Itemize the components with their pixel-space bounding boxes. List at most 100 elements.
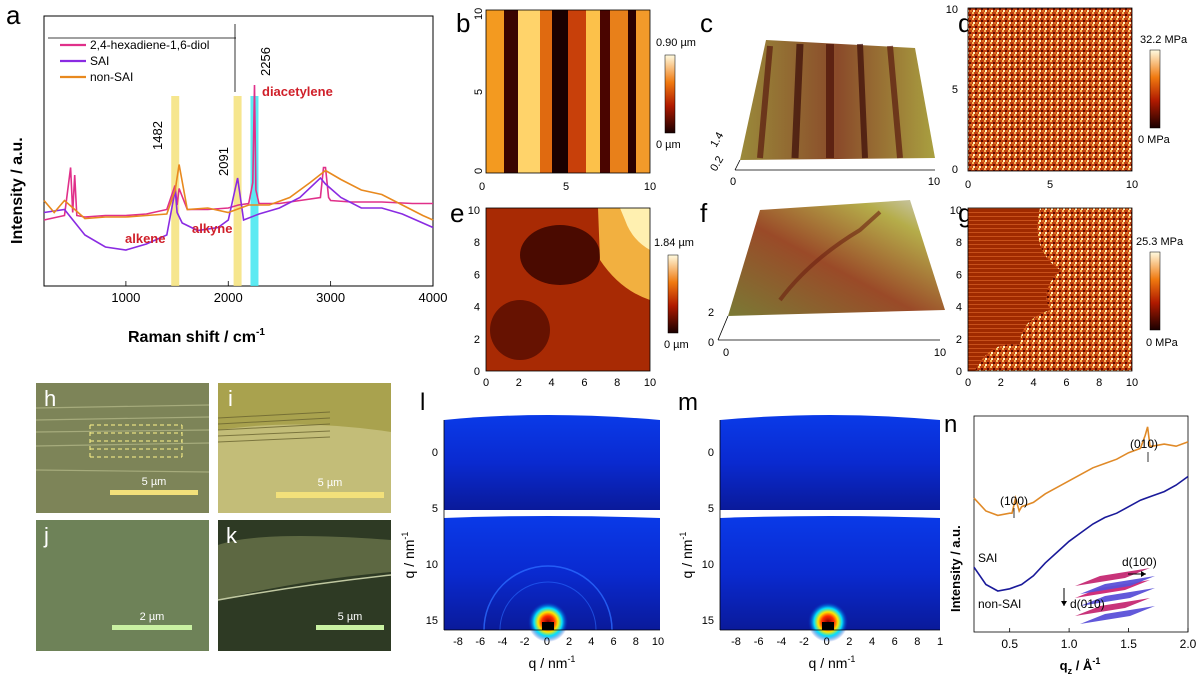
detector-upper: [720, 415, 940, 510]
colorbar-max: 0.90 µm: [656, 37, 696, 49]
peak-label: 2256: [258, 47, 273, 76]
peak-label: (100): [1000, 494, 1028, 508]
series-line: [43, 84, 433, 221]
panel-label: k: [226, 523, 238, 548]
x-tick-label: 5: [563, 181, 569, 193]
peak-label: 2091: [216, 147, 231, 176]
layer-guides: [89, 424, 183, 458]
x-axis-label: qz / Å-1: [1060, 656, 1101, 676]
panel-e-height-map: e 1.84 µm 0 µm 0 2 4 6 8 10 10 8 6 4 2 0: [450, 198, 694, 389]
inset-label: d(010): [1070, 597, 1105, 611]
plot-frame: [485, 9, 651, 174]
x-tick-label: 8: [633, 636, 639, 648]
colorbar-min: 0 µm: [656, 139, 681, 151]
colorbar-min: 0 MPa: [1146, 337, 1179, 349]
x-tick-label: 2.0: [1180, 637, 1197, 651]
colorbar: [1149, 251, 1161, 331]
panel-label: b: [456, 8, 470, 38]
y-tick-label: 0: [708, 447, 714, 459]
panel-label: c: [700, 8, 713, 38]
y-tick-label: 0: [956, 366, 962, 378]
series-group: [43, 84, 434, 251]
x-tick-label: 2: [516, 377, 522, 389]
plot-frame: [485, 207, 651, 372]
x-tick-label: 5: [1047, 179, 1053, 191]
y-tick-label: 5: [432, 503, 438, 515]
series-line: [973, 426, 1189, 517]
panel-label: j: [43, 523, 49, 548]
z-tick-label: 1.4: [708, 130, 726, 149]
detector-lower: [720, 516, 940, 630]
sem-image: [36, 520, 209, 651]
y-tick-label: 2: [474, 334, 480, 346]
x-tick-label: 0: [483, 377, 489, 389]
scale-bar: [110, 490, 198, 495]
panel-a-raman: a 1000 2000 3000 4000 2,4-hexadiene-1,6-dio…: [6, 0, 447, 346]
y-tick-label: 10: [426, 559, 438, 571]
series-line: [43, 164, 434, 221]
y-tick-label: 10: [946, 4, 958, 16]
panel-label: i: [228, 386, 233, 411]
colorbar-max: 1.84 µm: [654, 237, 694, 249]
x-tick-label: -6: [754, 636, 764, 648]
scale-bar: [112, 625, 192, 630]
y-tick-label: 5: [708, 503, 714, 515]
z-tick-label: 2: [708, 307, 714, 319]
legend: 2,4-hexadiene-1,6-diol SAI non-SAI: [48, 24, 236, 92]
x-tick-label: 1000: [111, 290, 140, 305]
band-highlight: [250, 96, 259, 286]
panel-j-sem: 2 µm j: [36, 520, 209, 651]
x-tick-label: -2: [799, 636, 809, 648]
scale-bar: [316, 625, 384, 630]
detector-upper: [444, 415, 660, 510]
3d-axes: [734, 159, 935, 171]
x-tick-label: 4: [588, 636, 594, 648]
x-tick-label: 10: [1126, 179, 1138, 191]
x-tick-label: 10: [1126, 377, 1138, 389]
y-tick-label: 4: [956, 302, 962, 314]
colorbar-min: 0 µm: [664, 339, 689, 351]
colorbar-min: 0 MPa: [1138, 134, 1171, 146]
panel-c-3d-surface: c 0 10 1.4 0.2: [700, 8, 940, 188]
scale-label: 5 µm: [142, 476, 167, 488]
y-tick-label: 8: [956, 237, 962, 249]
colorbar-max: 25.3 MPa: [1136, 236, 1184, 248]
legend-label: SAI: [90, 54, 109, 68]
x-tick-label: 0: [544, 636, 550, 648]
panel-label: m: [678, 389, 698, 416]
surface-ridges: [757, 43, 903, 159]
x-tick-label: 10: [652, 636, 664, 648]
x-axis-label: q / nm-1: [809, 654, 856, 671]
x-tick-label: 2: [846, 636, 852, 648]
panel-n-line-cut: n 0.5 1.0 1.5 2.0 (100) (010) SAI non-SAI d…: [944, 411, 1197, 676]
surface: [728, 200, 945, 316]
x-ticks: 1000 2000 3000 4000: [111, 281, 447, 305]
y-axis-label: q / nm-1: [400, 532, 417, 579]
panel-label: n: [944, 411, 957, 438]
y-tick-label: 2: [956, 334, 962, 346]
y-tick-label: 6: [956, 269, 962, 281]
plot-frame: [967, 207, 1133, 372]
panel-i-sem: 5 µm i: [217, 383, 391, 513]
scale-bar: [276, 492, 384, 498]
y-tick-label: 0: [432, 447, 438, 459]
y-axis-label: Intensity / a.u.: [9, 137, 26, 244]
peak-label: (010): [1130, 437, 1158, 451]
x-tick-label: 4: [869, 636, 875, 648]
z-tick-label: 0: [708, 337, 714, 349]
annotation-alkene: alkene: [125, 231, 165, 246]
y-tick-label: 4: [474, 302, 480, 314]
y-tick-label: 5: [473, 89, 485, 95]
band-highlight: [233, 96, 242, 286]
y-tick-label: 10: [468, 205, 480, 217]
panel-label: a: [6, 0, 21, 30]
colorbar: [1149, 49, 1161, 129]
x-tick-label: -8: [731, 636, 741, 648]
colorbar: [667, 254, 679, 334]
y-tick-label: 10: [950, 205, 962, 217]
x-tick-label: 4000: [419, 290, 448, 305]
x-tick-label: 10: [644, 181, 656, 193]
y-tick-label: 0: [952, 164, 958, 176]
x-tick-label: 2: [998, 377, 1004, 389]
